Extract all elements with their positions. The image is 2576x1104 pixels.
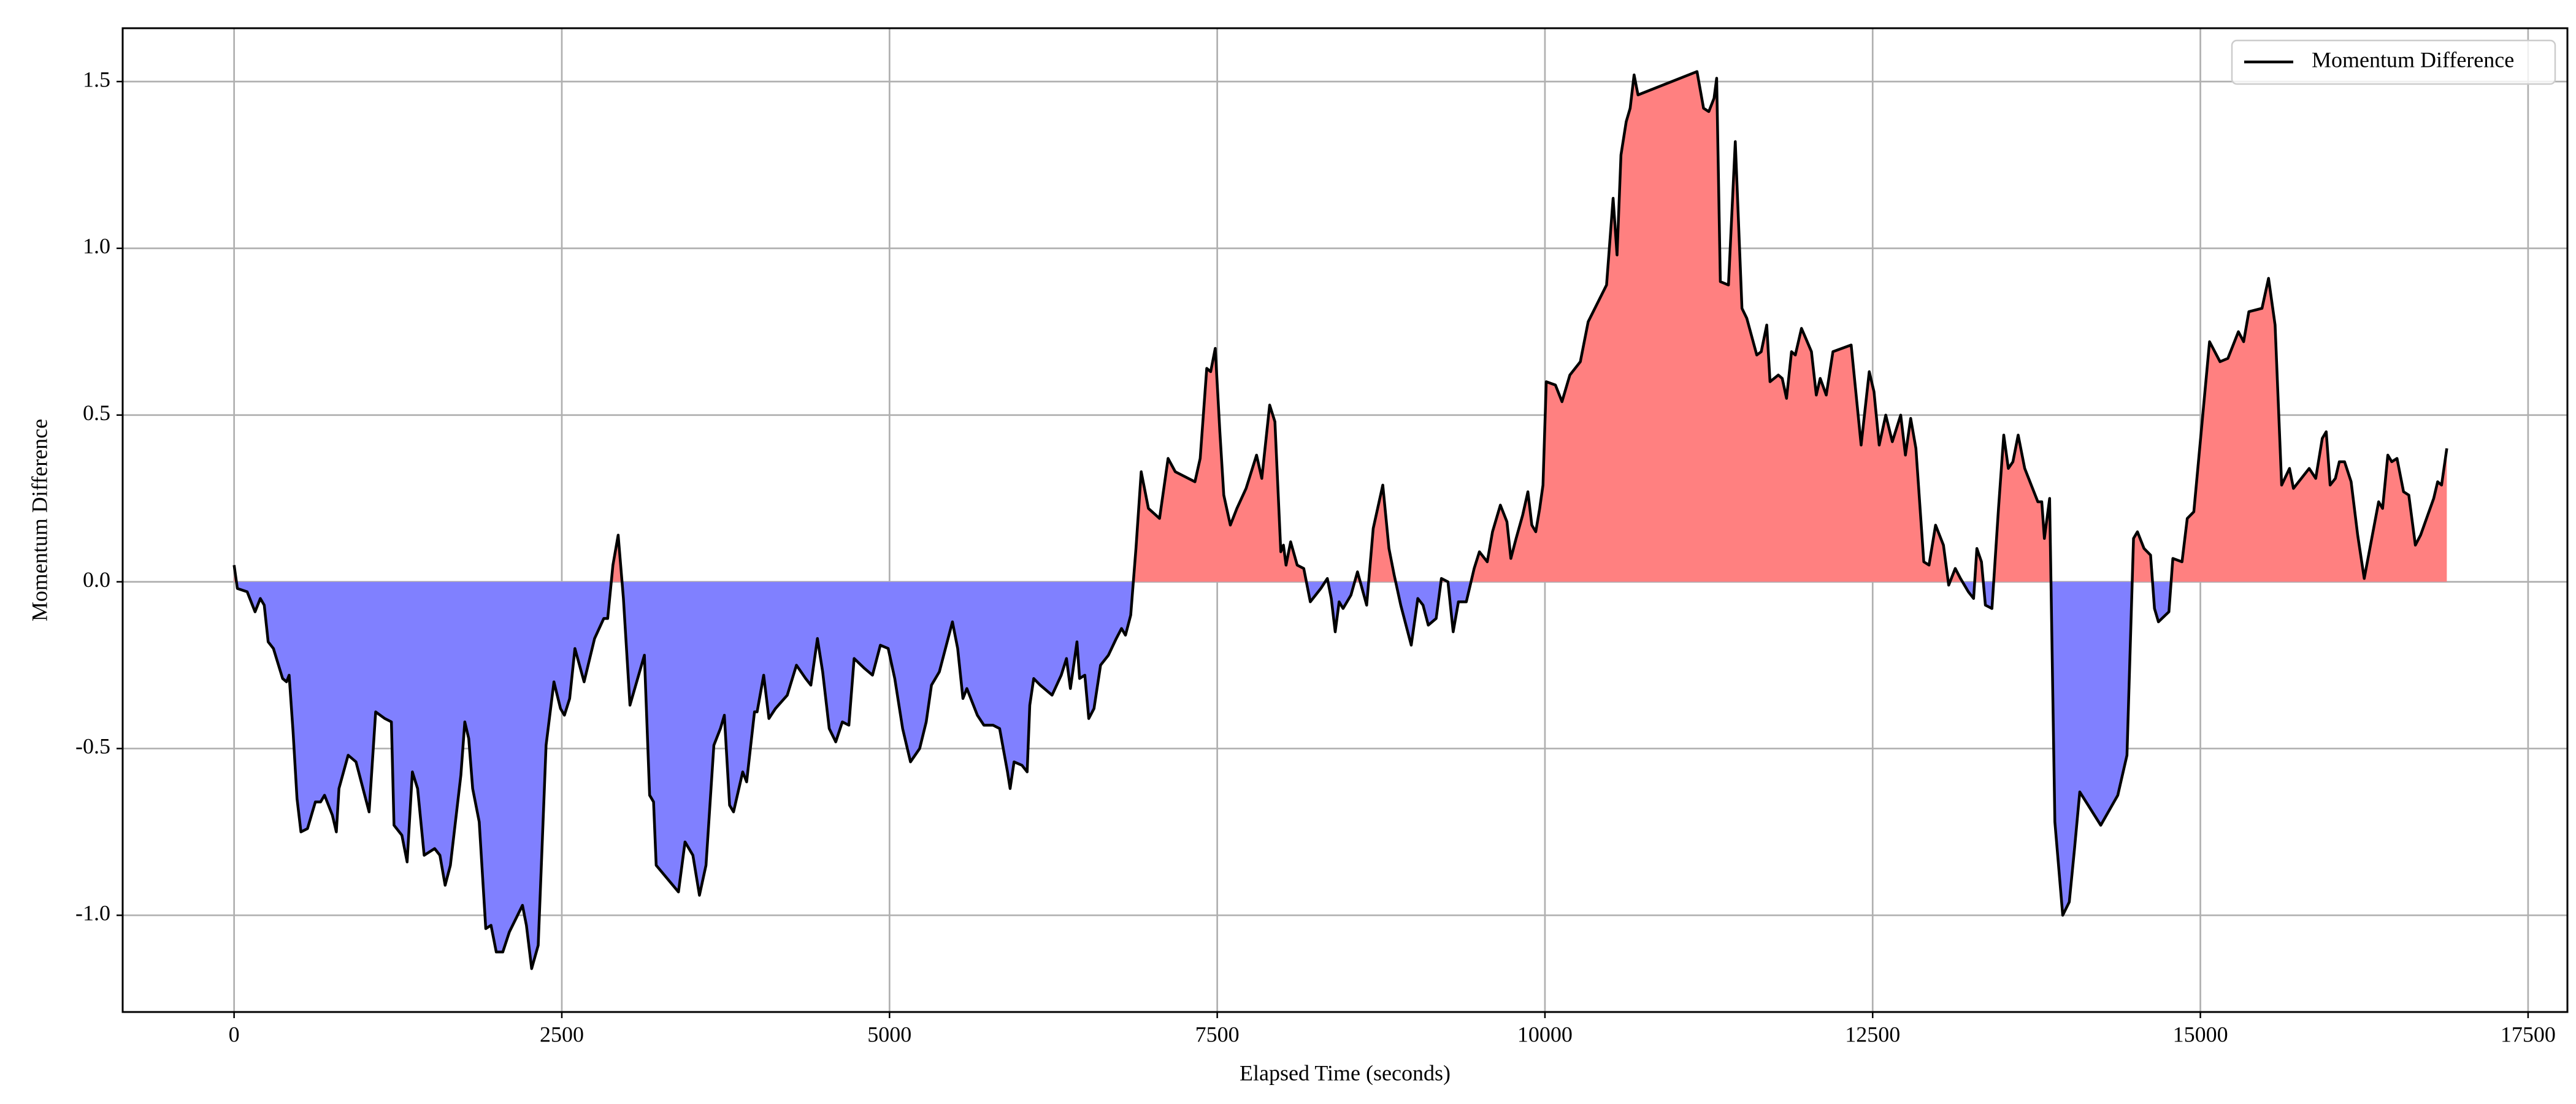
fills (234, 71, 2447, 969)
x-tick-label: 0 (229, 1022, 240, 1046)
x-tick-label: 15000 (2173, 1022, 2228, 1046)
plot-frame (121, 27, 2569, 1013)
negative-area (234, 581, 2447, 969)
series-line (232, 70, 2448, 970)
y-tick-label: 0.5 (83, 401, 110, 425)
legend: Momentum Difference (2231, 39, 2556, 85)
x-tick-label: 17500 (2501, 1022, 2556, 1046)
x-tick-label: 10000 (1517, 1022, 1573, 1046)
x-tick-label: 7500 (1195, 1022, 1240, 1046)
grid (123, 28, 2567, 1012)
y-tick-label: 1.0 (83, 234, 110, 258)
x-tick-label: 12500 (1845, 1022, 1900, 1046)
y-tick-label: -1.0 (75, 901, 110, 926)
legend-label: Momentum Difference (2312, 47, 2514, 72)
y-tick-label: -0.5 (75, 734, 110, 759)
y-tick-label: 1.5 (83, 67, 110, 91)
y-axis-label: Momentum Difference (27, 419, 52, 621)
y-tick-label: 0.0 (83, 567, 110, 592)
ticks: 0 2500 5000 7500 10000 12500 15000 17500 -1.0 -0.… (75, 67, 2556, 1046)
positive-area (234, 71, 2447, 582)
x-tick-label: 2500 (540, 1022, 584, 1046)
x-tick-label: 5000 (867, 1022, 911, 1046)
x-axis-label: Elapsed Time (seconds) (1240, 1060, 1451, 1085)
legend-box (2231, 39, 2556, 85)
lines (232, 70, 2448, 970)
